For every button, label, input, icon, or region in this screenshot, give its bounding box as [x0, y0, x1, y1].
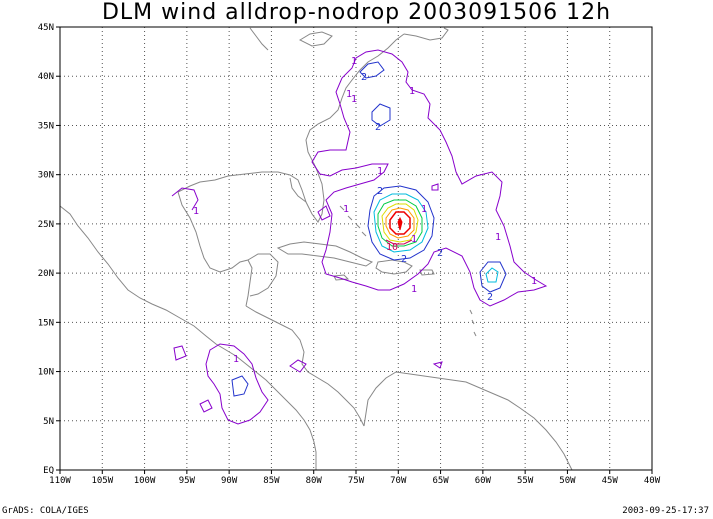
coast-northeast	[403, 27, 449, 41]
contour-label: 1	[411, 284, 417, 295]
contour-label: 1	[233, 354, 239, 365]
x-tick-label: 60W	[475, 476, 492, 486]
contour-label: 1	[346, 89, 352, 100]
x-tick-label: 105W	[91, 476, 113, 486]
coast-puerto-rico	[419, 269, 435, 276]
x-tick-label: 40W	[644, 476, 661, 486]
x-tick-label: 95W	[179, 476, 196, 486]
footer-left: GrADS: COLA/IGES	[2, 506, 89, 516]
coast-jamaica	[333, 274, 350, 281]
contour-label: 1	[351, 94, 357, 105]
contour-label: 1	[421, 204, 427, 215]
contour-4-storm	[377, 199, 423, 247]
x-tick-label: 90W	[221, 476, 238, 486]
x-tick-label: 65W	[432, 476, 449, 486]
contour-6-storm	[385, 207, 415, 239]
contour-label: 1	[531, 276, 537, 287]
contour-3-storm	[373, 193, 429, 253]
y-tick-label: 25N	[38, 220, 54, 230]
coast-us-gulf	[177, 33, 405, 223]
contour-1-pacific-3	[289, 359, 307, 373]
contour-1-pacific-4	[199, 399, 213, 413]
contour-label: 1	[193, 206, 199, 217]
coast-mexico	[177, 191, 253, 307]
y-tick-label: EQ	[43, 466, 54, 476]
contour-2-pacific	[231, 375, 249, 397]
x-tick-label: 100W	[134, 476, 156, 486]
contour-lines	[171, 49, 548, 425]
y-tick-label: 40N	[38, 72, 54, 82]
contour-label: 2	[437, 248, 443, 259]
x-tick-label: 85W	[263, 476, 280, 486]
contour-2-storm	[367, 185, 435, 261]
y-axis-ticks: EQ 5N 10N 15N 20N 25N 30N 35N 40N 45N	[38, 23, 60, 476]
contour-5-storm	[381, 203, 419, 243]
y-tick-label: 20N	[38, 269, 54, 279]
x-tick-label: 45W	[602, 476, 619, 486]
contour-label: 1	[409, 86, 415, 97]
x-tick-label: 50W	[559, 476, 576, 486]
x-tick-label: 70W	[390, 476, 407, 486]
y-tick-label: 5N	[43, 417, 54, 427]
contour-label: 2	[401, 254, 407, 265]
contour-label: 1	[495, 232, 501, 243]
contour-label: 1	[411, 234, 417, 245]
coast-central-america	[245, 305, 365, 427]
y-tick-label: 15N	[38, 318, 54, 328]
contour-label: 2	[361, 72, 367, 83]
footer-right: 2003-09-25-17:37	[622, 506, 709, 516]
coast-lakes	[298, 31, 333, 47]
coast-hispaniola	[375, 259, 413, 275]
map-title: DLM wind alldrop-nodrop 2003091506 12h	[101, 0, 612, 25]
contour-label: 1	[351, 56, 357, 67]
coast-antilles	[469, 309, 477, 337]
contour-label: 10	[386, 242, 398, 253]
contour-1-pacific	[205, 343, 269, 425]
y-tick-label: 30N	[38, 171, 54, 181]
grid-lines	[60, 27, 652, 470]
contour-1-atl-b	[431, 183, 439, 191]
contour-10-storm	[385, 239, 413, 245]
contour-label: 2	[487, 292, 493, 303]
x-axis-ticks: 110W 105W 100W 95W 90W 85W 80W 75W 70W 65W 60W 55W 5…	[49, 470, 661, 486]
coast-florida	[289, 177, 307, 203]
coast-yucatan	[247, 253, 279, 297]
contour-1-main	[311, 49, 548, 307]
coast-pacific	[59, 205, 317, 470]
contour-1-atl-a	[317, 205, 331, 221]
contour-2-mid	[371, 103, 391, 127]
coast-cuba	[276, 241, 374, 267]
y-tick-label: 45N	[38, 23, 54, 33]
x-tick-label: 80W	[306, 476, 323, 486]
contour-label: 1	[343, 204, 349, 215]
coast-south-america	[363, 371, 573, 471]
contour-1-atl-c	[432, 361, 443, 369]
contour-8-storm	[389, 211, 411, 235]
x-tick-label: 55W	[517, 476, 534, 486]
x-tick-label: 75W	[348, 476, 365, 486]
contour-label: 2	[375, 122, 381, 133]
coast-nova-scotia	[249, 27, 269, 51]
coastlines	[59, 27, 573, 471]
contour-2-east	[479, 261, 507, 293]
contour-2-north	[359, 61, 385, 79]
contour-label: 2	[377, 186, 383, 197]
y-tick-label: 35N	[38, 121, 54, 131]
y-tick-label: 10N	[38, 368, 54, 378]
coast-bahamas	[339, 205, 367, 237]
contour-1-pacific-2	[173, 345, 187, 361]
contour-label: 1	[377, 166, 383, 177]
contour-8-core	[397, 216, 403, 231]
contour-1-gulf	[171, 187, 199, 211]
x-tick-label: 110W	[49, 476, 71, 486]
contour-3-east	[485, 267, 499, 283]
